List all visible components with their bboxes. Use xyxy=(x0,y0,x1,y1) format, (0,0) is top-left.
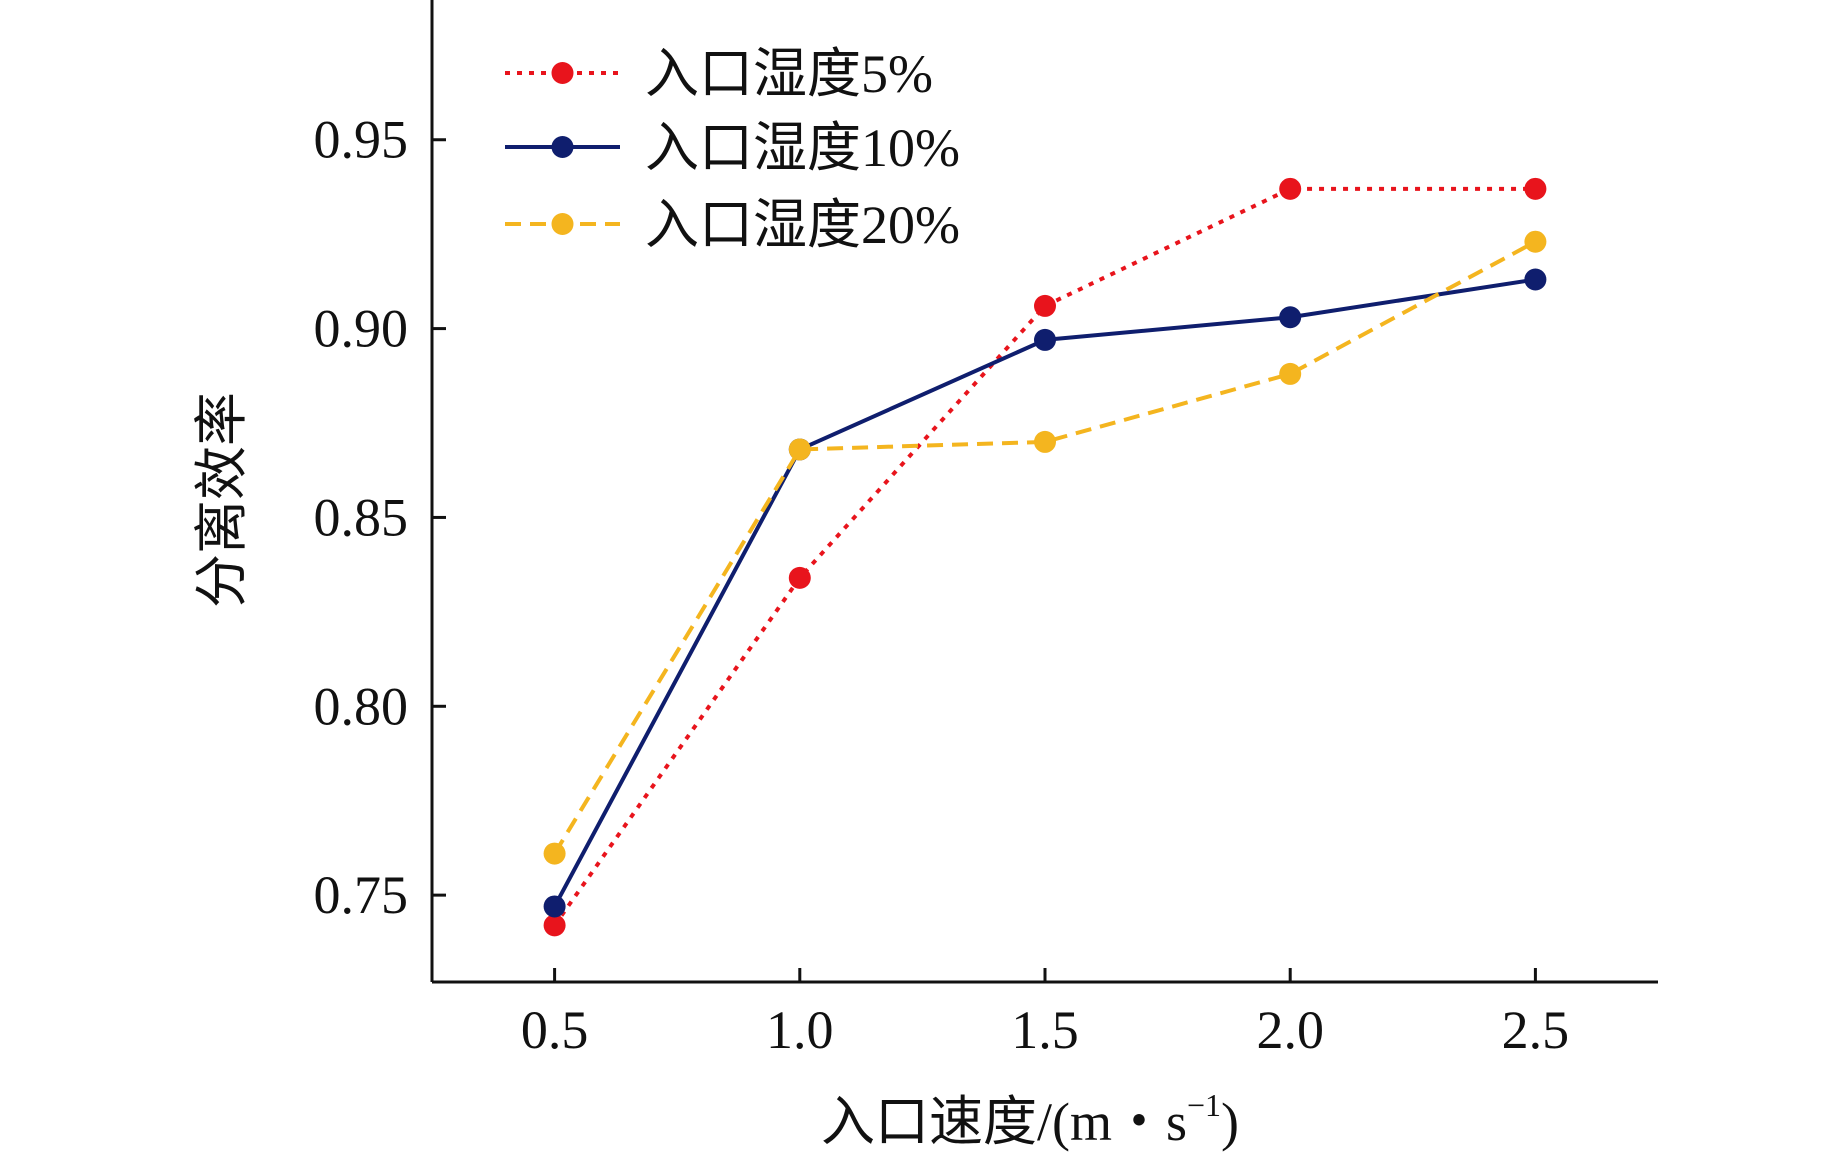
data-point xyxy=(543,914,566,937)
y-tick-label: 0.75 xyxy=(314,865,409,925)
legend-label: 入口湿度20% xyxy=(645,195,960,255)
y-tick-label: 0.90 xyxy=(314,299,409,359)
legend-marker xyxy=(551,213,574,235)
x-tick-label: 0.5 xyxy=(521,1000,589,1060)
data-point xyxy=(788,438,811,461)
ticks-layer: 0.75 0.80 0.85 0.90 0.95 0.5 1.0 1.5 2.0 2.5 xyxy=(314,110,1570,1060)
series-3 xyxy=(543,230,1547,865)
data-point xyxy=(1034,294,1056,317)
legend: 入口湿度5% 入口湿度10% 入口湿度20% xyxy=(505,44,960,255)
legend-entry: 入口湿度5% xyxy=(505,44,933,104)
legend-marker xyxy=(551,136,574,158)
legend-label: 入口湿度5% xyxy=(645,44,933,104)
series-layer xyxy=(543,177,1547,937)
data-point xyxy=(543,842,566,865)
x-tick-label: 1.5 xyxy=(1011,1000,1079,1060)
y-tick-label: 0.80 xyxy=(314,676,409,736)
data-point xyxy=(1034,430,1056,453)
data-point xyxy=(1279,362,1302,385)
y-tick-label: 0.85 xyxy=(314,487,409,547)
x-tick-label: 1.0 xyxy=(766,1000,834,1060)
series-1 xyxy=(543,177,1547,937)
data-point xyxy=(1279,306,1302,329)
legend-label: 入口湿度10% xyxy=(645,118,960,178)
legend-marker xyxy=(551,62,574,84)
legend-entry: 入口湿度10% xyxy=(505,118,960,178)
series-line xyxy=(552,239,1537,855)
data-point xyxy=(788,566,811,589)
data-point xyxy=(543,895,566,918)
x-axis-title-close: ) xyxy=(1221,1092,1239,1152)
x-axis-title: 入口速度/(m・s−1) xyxy=(821,1087,1239,1152)
data-point xyxy=(1524,177,1547,200)
x-axis-title-superscript: −1 xyxy=(1187,1087,1221,1123)
y-tick-label: 0.95 xyxy=(314,110,409,170)
data-point xyxy=(1524,230,1547,253)
data-point xyxy=(1034,328,1056,351)
y-axis-title: 分离效率 xyxy=(192,392,252,608)
legend-entry: 入口湿度20% xyxy=(505,195,960,255)
data-point xyxy=(1279,177,1302,200)
series-line xyxy=(552,186,1536,927)
x-tick-label: 2.5 xyxy=(1502,1000,1570,1060)
series-2 xyxy=(543,268,1547,918)
x-tick-label: 2.0 xyxy=(1256,1000,1324,1060)
x-axis-title-main: 入口速度/(m・s xyxy=(821,1092,1187,1152)
data-point xyxy=(1524,268,1547,291)
